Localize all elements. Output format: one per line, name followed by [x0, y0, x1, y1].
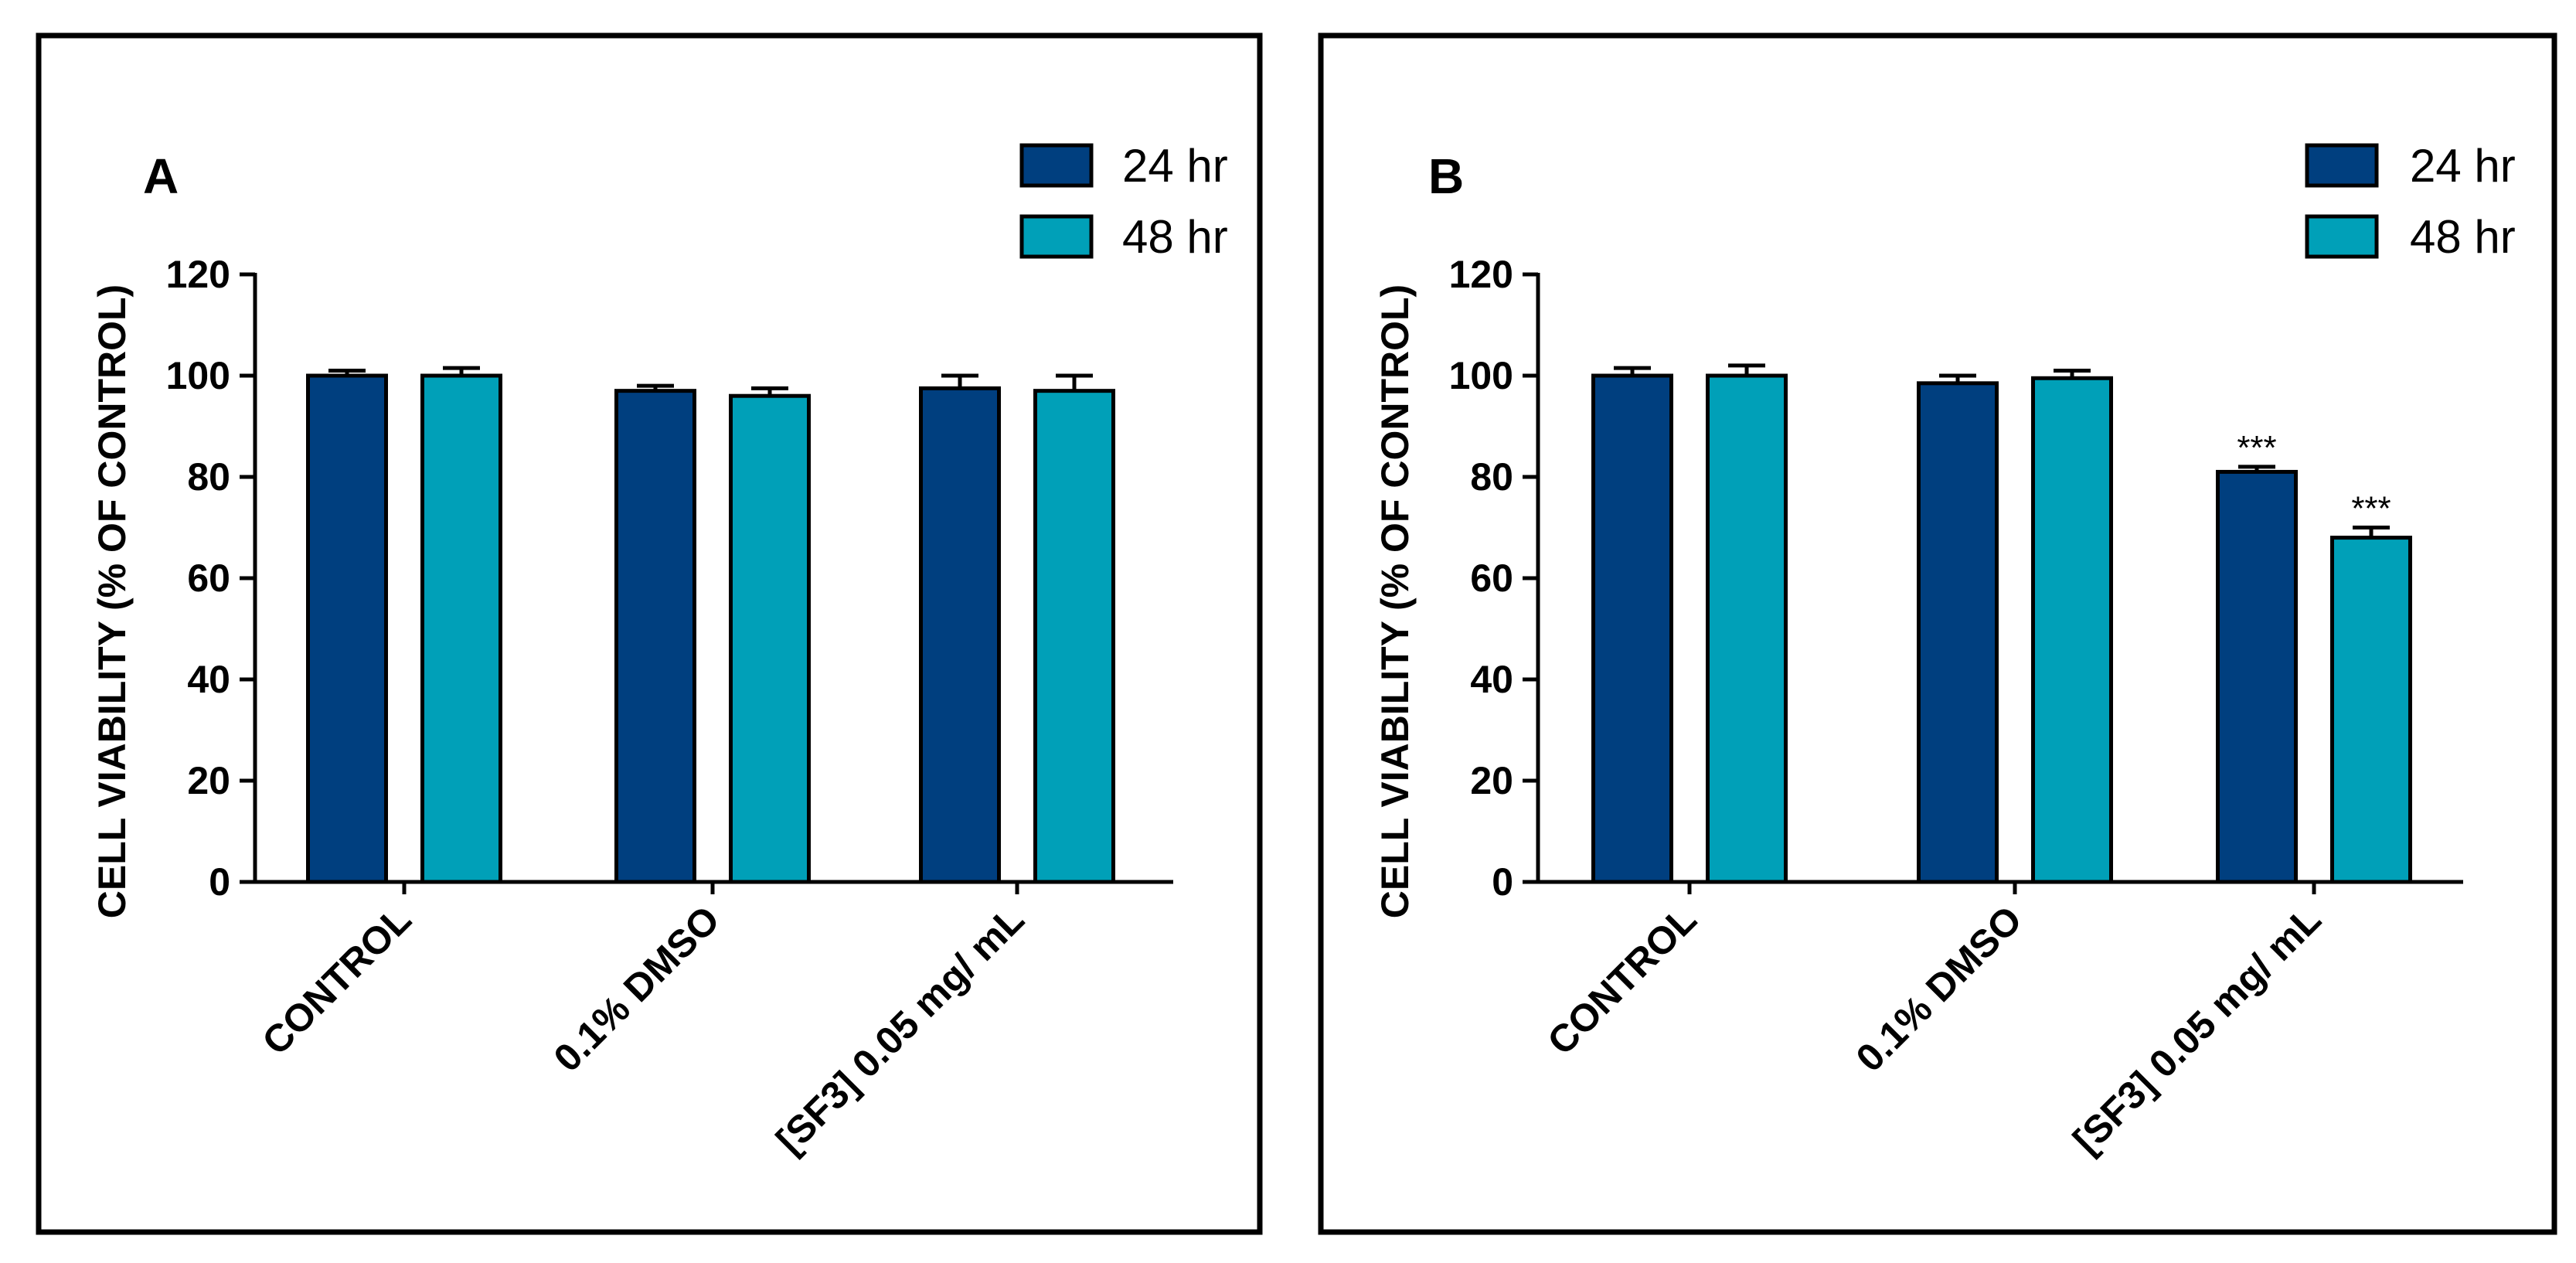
y-tick-label: 80: [187, 455, 230, 499]
bar: [2031, 376, 2113, 884]
panel-frame: [36, 32, 1263, 1235]
panel-frame: [1318, 32, 2557, 1235]
bar: [420, 373, 502, 884]
y-tick-label: 100: [1449, 354, 1513, 397]
x-category-label: 0.1% DMSO: [546, 897, 728, 1080]
panel-letter: A: [143, 148, 179, 204]
legend-swatch: [2305, 214, 2379, 259]
y-axis-title: CELL VIABILITY (% OF CONTROL): [1373, 284, 1417, 918]
x-category-label: CONTROL: [1539, 897, 1704, 1063]
legend-label: 24 hr: [2410, 140, 2516, 192]
bar: [2330, 536, 2412, 884]
x-category-label: [SF3] 0.05 mg/ mL: [2065, 897, 2329, 1162]
legend-swatch: [2305, 143, 2379, 188]
legend-swatch: [1019, 143, 1094, 188]
y-tick-label: 120: [1449, 253, 1513, 296]
chart-panel-b: B 0 20 40 60 80 100 120 CELL VIABILITY (% OF CO…: [1318, 32, 2557, 1235]
bar: [2216, 469, 2298, 884]
x-category-label: [SF3] 0.05 mg/ mL: [768, 897, 1033, 1162]
legend-label: 48 hr: [2410, 211, 2516, 263]
y-tick-label: 80: [1470, 455, 1513, 499]
significance-annotation: ***: [2237, 429, 2276, 467]
y-tick-label: 20: [1470, 759, 1513, 802]
x-category-label: CONTROL: [254, 897, 419, 1063]
bar: [729, 393, 811, 884]
legend-swatch: [1019, 214, 1094, 259]
bar: [1706, 373, 1788, 884]
y-tick-label: 120: [166, 253, 230, 296]
y-tick-label: 60: [1470, 557, 1513, 600]
y-axis-title: CELL VIABILITY (% OF CONTROL): [90, 284, 134, 918]
bar: [1033, 389, 1115, 884]
bar: [306, 373, 388, 884]
panel-letter: B: [1428, 148, 1464, 204]
y-tick-label: 20: [187, 759, 230, 802]
y-tick-label: 0: [1492, 860, 1513, 904]
y-tick-label: 40: [187, 658, 230, 701]
y-tick-label: 0: [209, 860, 230, 904]
y-tick-label: 100: [166, 354, 230, 397]
chart-panel-a: A 0 20 40 60 80 100 120 CELL VIABILITY (% OF CO…: [36, 32, 1263, 1235]
bar: [1591, 373, 1673, 884]
bar: [919, 386, 1001, 884]
bar: [1917, 381, 1999, 884]
significance-annotation: ***: [2351, 490, 2391, 528]
y-tick-label: 40: [1470, 658, 1513, 701]
y-tick-label: 60: [187, 557, 230, 600]
bar: [614, 389, 696, 884]
legend-label: 48 hr: [1122, 211, 1228, 263]
legend-label: 24 hr: [1122, 140, 1228, 192]
x-category-label: 0.1% DMSO: [1848, 897, 2030, 1080]
